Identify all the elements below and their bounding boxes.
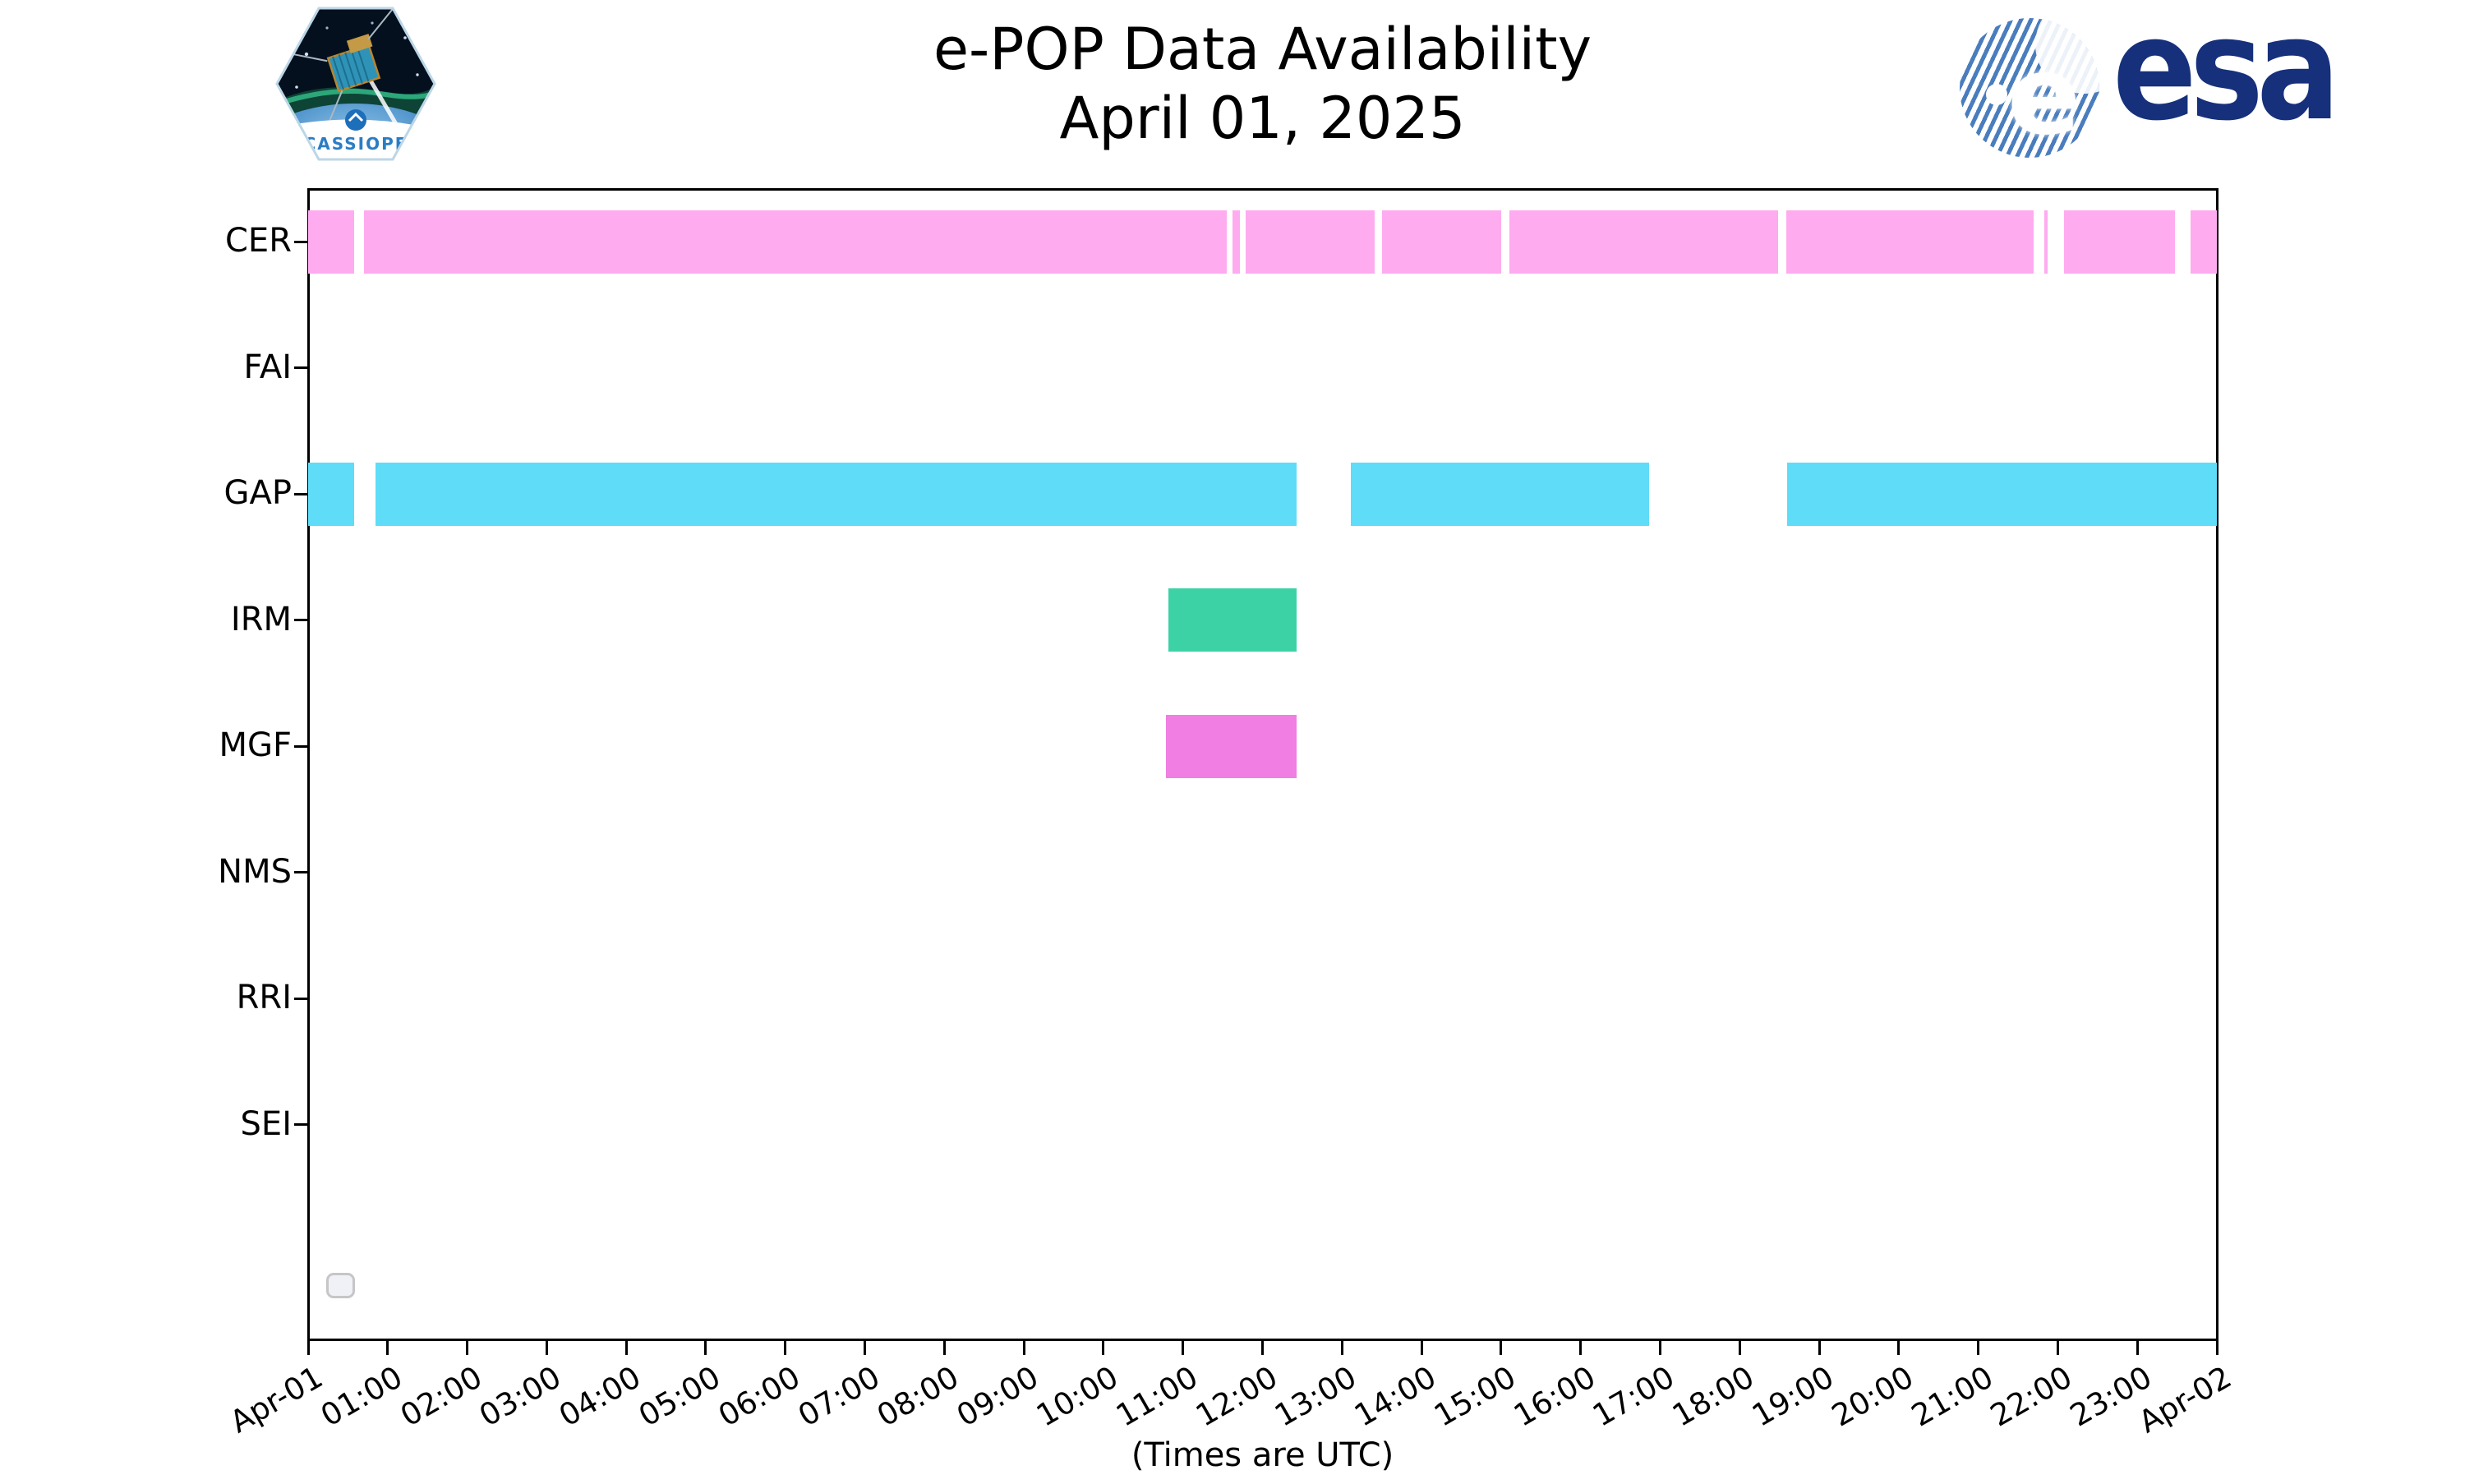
y-tick-RRI xyxy=(294,997,307,1000)
row-label-RRI: RRI xyxy=(236,979,292,1016)
x-tick-07:00 xyxy=(864,1340,867,1355)
availability-bar-CER xyxy=(1246,210,1375,274)
y-tick-FAI xyxy=(294,366,307,369)
x-tick-18:00 xyxy=(1738,1340,1741,1355)
x-tick-22:00 xyxy=(2056,1340,2059,1355)
x-tick-16:00 xyxy=(1579,1340,1583,1355)
availability-bar-CER xyxy=(1232,210,1241,274)
x-tick-10:00 xyxy=(1102,1340,1105,1355)
y-tick-CER xyxy=(294,240,307,243)
patch-beam xyxy=(368,79,401,130)
esa-globe-icon xyxy=(1960,18,2099,158)
page-title: e-POP Data Availability xyxy=(933,16,1592,83)
x-tick-08:00 xyxy=(942,1340,946,1355)
chart-title-block: e-POP Data Availability April 01, 2025 xyxy=(308,0,2217,153)
row-label-MGF: MGF xyxy=(219,726,292,764)
cassiope-mission-patch: CASSIOPE xyxy=(274,5,438,163)
esa-e-mark: e xyxy=(2007,33,2081,159)
page-subtitle-date: April 01, 2025 xyxy=(1059,85,1466,152)
x-tick-20:00 xyxy=(1897,1340,1901,1355)
y-tick-SEI xyxy=(294,1123,307,1126)
availability-bar-GAP xyxy=(376,462,1297,526)
x-tick-03:00 xyxy=(545,1340,548,1355)
x-tick-19:00 xyxy=(1818,1340,1821,1355)
x-tick-Apr-01 xyxy=(306,1340,310,1355)
x-axis-caption: (Times are UTC) xyxy=(1131,1436,1394,1474)
row-label-CER: CER xyxy=(225,222,292,260)
empty-legend-box xyxy=(326,1273,355,1298)
x-tick-23:00 xyxy=(2136,1340,2139,1355)
availability-bar-MGF xyxy=(1166,714,1297,778)
availability-bar-CER xyxy=(2191,210,2217,274)
availability-bar-CER xyxy=(2043,210,2048,274)
x-tick-14:00 xyxy=(1420,1340,1423,1355)
x-tick-11:00 xyxy=(1182,1340,1185,1355)
availability-bar-CER xyxy=(1381,210,1501,274)
x-tick-02:00 xyxy=(466,1340,469,1355)
patch-satellite xyxy=(280,8,398,133)
esa-logo: e esa xyxy=(1960,0,2340,162)
y-tick-NMS xyxy=(294,871,307,873)
x-tick-15:00 xyxy=(1500,1340,1503,1355)
y-tick-MGF xyxy=(294,744,307,748)
esa-globe-dot xyxy=(1986,84,2007,105)
availability-bar-IRM xyxy=(1168,588,1297,652)
y-tick-IRM xyxy=(294,619,307,621)
x-tick-21:00 xyxy=(1977,1340,1980,1355)
x-tick-04:00 xyxy=(624,1340,628,1355)
availability-bar-GAP xyxy=(1787,462,2217,526)
availability-bar-CER xyxy=(308,210,355,274)
availability-bar-CER xyxy=(1786,210,2034,274)
x-tick-06:00 xyxy=(784,1340,787,1355)
esa-wordmark: esa xyxy=(2113,0,2340,152)
availability-bar-CER xyxy=(2064,210,2175,274)
row-label-IRM: IRM xyxy=(230,600,292,638)
row-label-GAP: GAP xyxy=(223,474,292,512)
x-tick-Apr-02 xyxy=(2215,1340,2218,1355)
x-tick-01:00 xyxy=(386,1340,389,1355)
row-label-NMS: NMS xyxy=(218,852,292,891)
x-tick-12:00 xyxy=(1261,1340,1264,1355)
patch-hex-border xyxy=(275,7,436,161)
x-tick-09:00 xyxy=(1022,1340,1025,1355)
y-tick-GAP xyxy=(294,492,307,495)
cassiope-patch-label: CASSIOPE xyxy=(304,134,408,154)
availability-bar-GAP xyxy=(308,462,355,526)
x-tick-05:00 xyxy=(704,1340,707,1355)
x-tick-13:00 xyxy=(1340,1340,1343,1355)
x-tick-17:00 xyxy=(1658,1340,1661,1355)
availability-bar-CER xyxy=(363,210,1227,274)
cassiope-patch-graphic: CASSIOPE xyxy=(275,7,436,161)
row-label-FAI: FAI xyxy=(243,348,293,386)
availability-bar-GAP xyxy=(1350,462,1649,526)
availability-bar-CER xyxy=(1509,210,1778,274)
row-label-SEI: SEI xyxy=(240,1104,292,1143)
